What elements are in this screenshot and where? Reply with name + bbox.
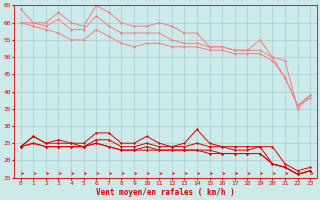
X-axis label: Vent moyen/en rafales ( km/h ): Vent moyen/en rafales ( km/h ) bbox=[96, 188, 235, 197]
